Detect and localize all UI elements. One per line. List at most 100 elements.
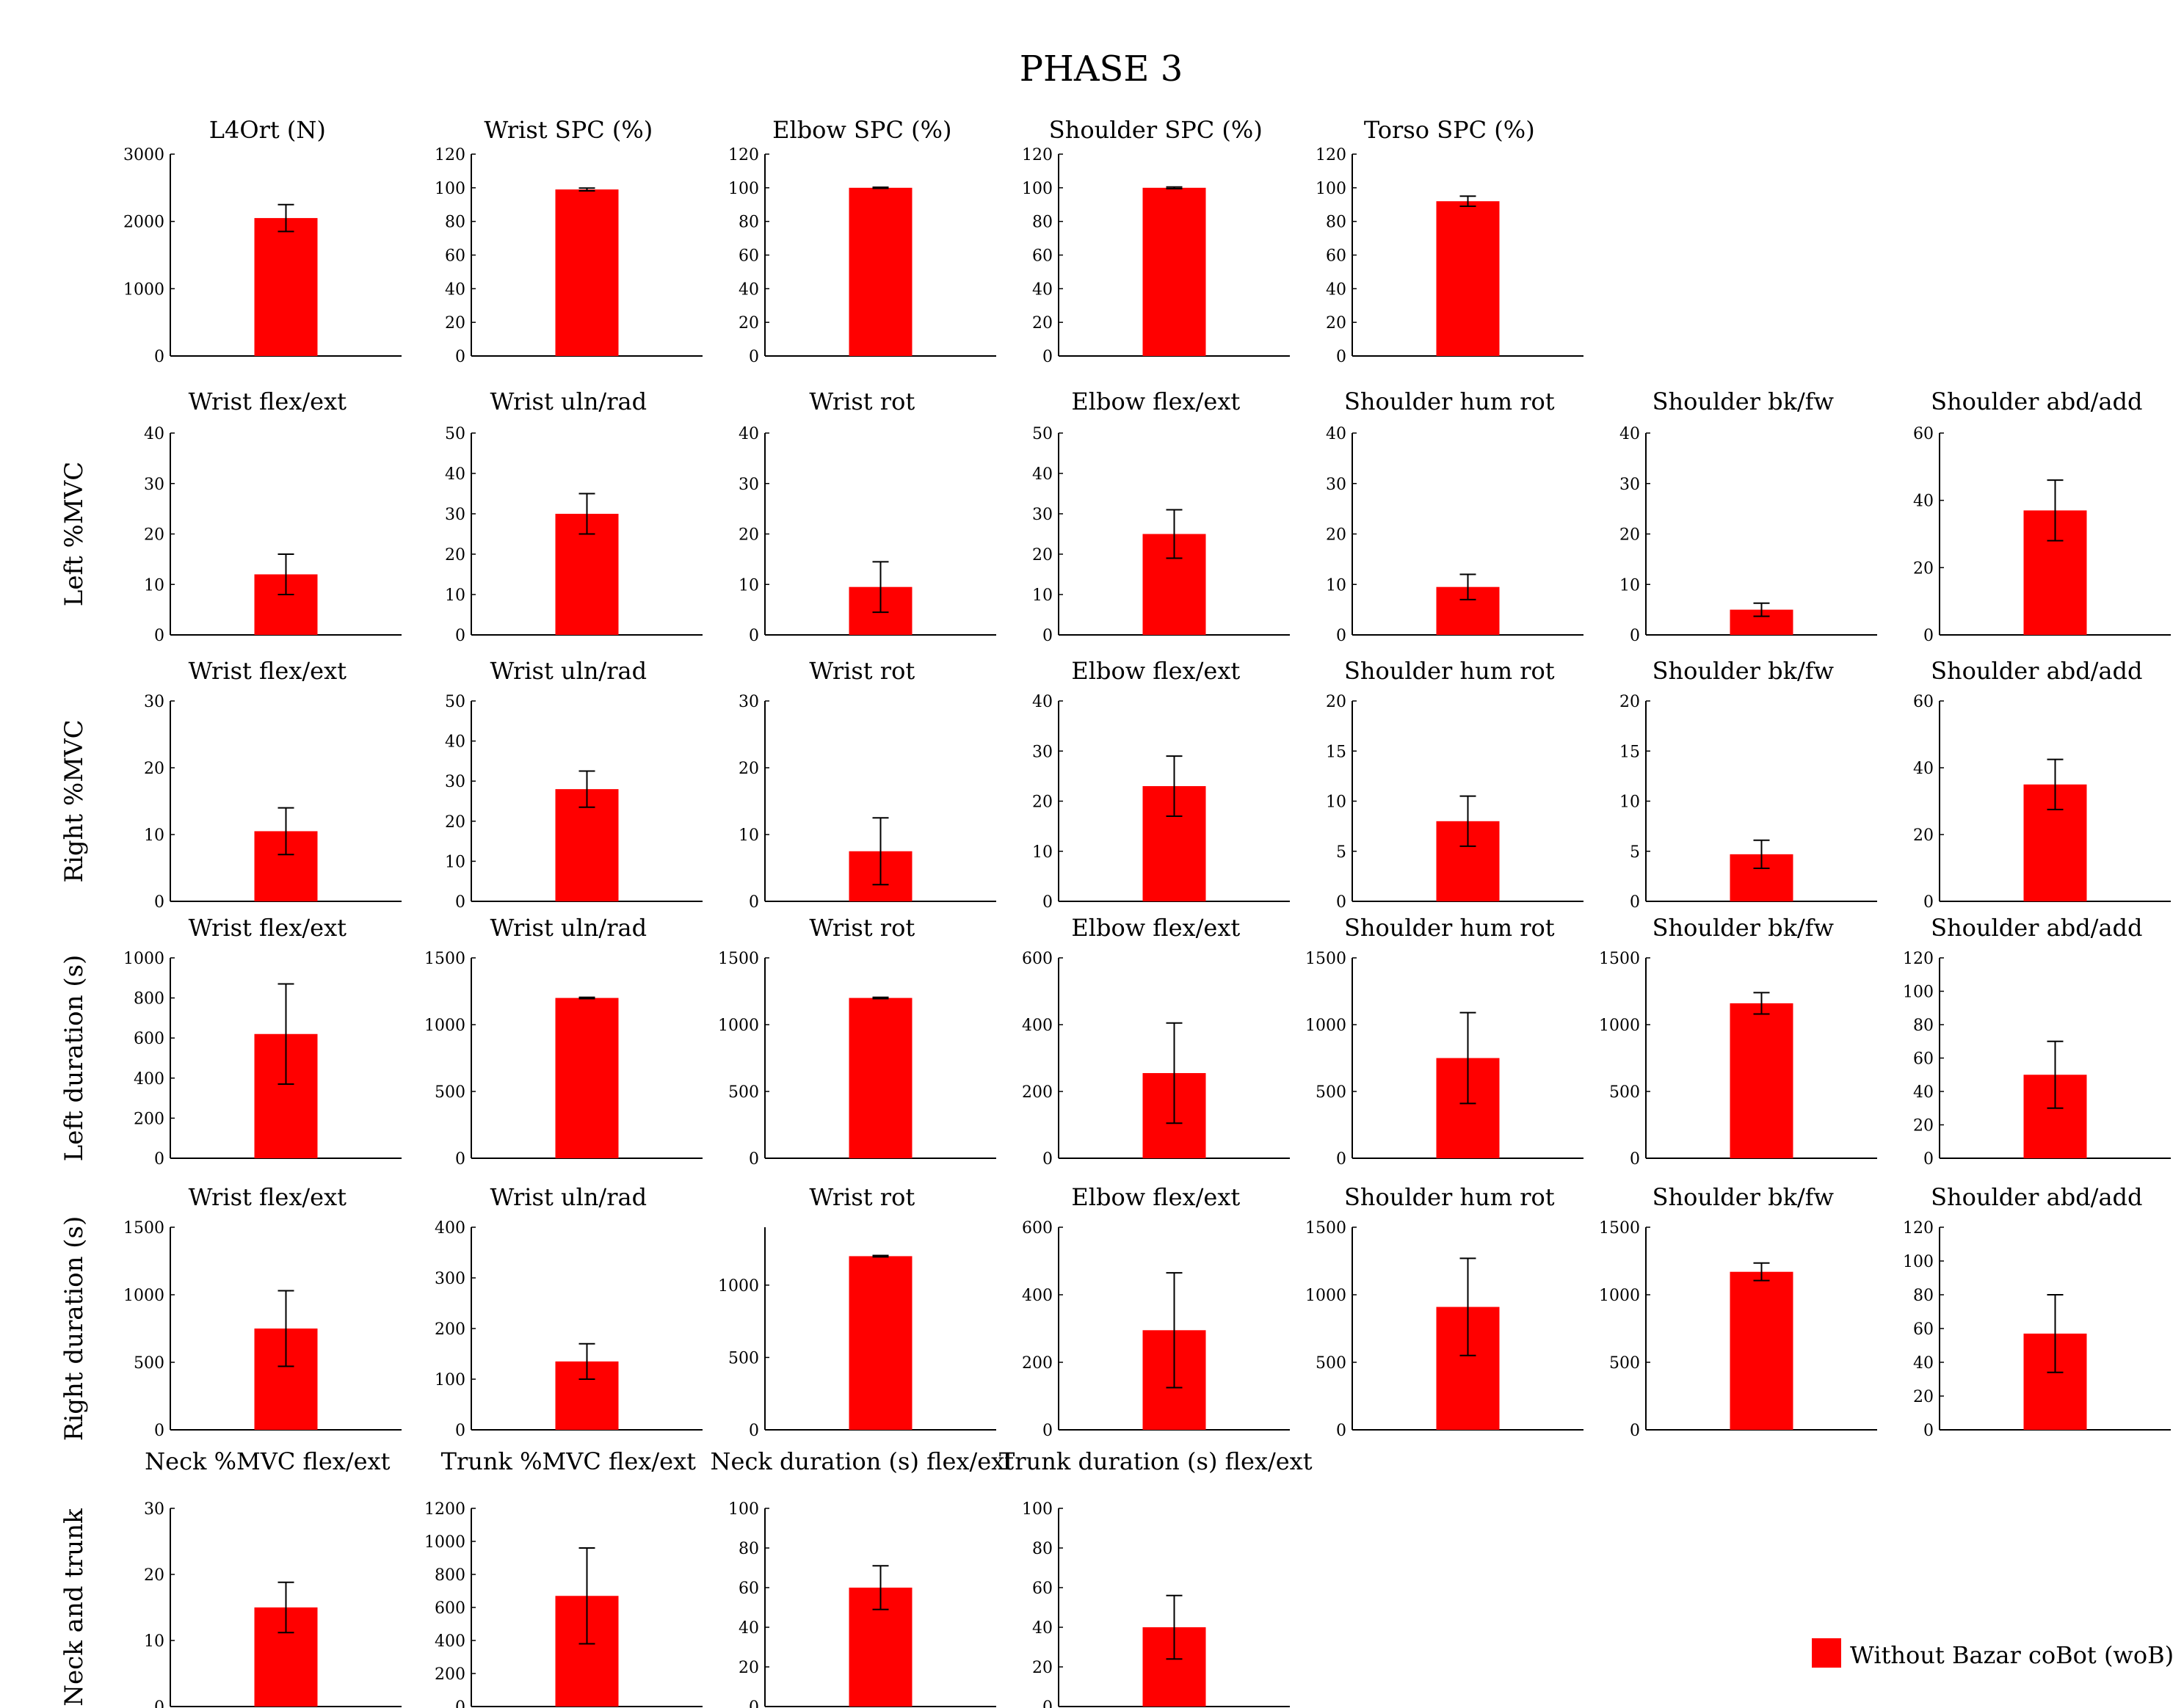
- subplot-2-0: Wrist flex/ext 0 10 20 30: [144, 657, 402, 912]
- subplot-title: Wrist uln/rad: [490, 657, 647, 685]
- y-tick-label: 20: [1913, 559, 1934, 578]
- subplot-title: Shoulder abd/add: [1931, 657, 2142, 685]
- row-labels: Left %MVC Right %MVC Left duration (s) Righ…: [59, 462, 89, 1707]
- bar: [555, 189, 619, 356]
- y-tick-label: 80: [1913, 1287, 1934, 1305]
- y-tick-label: 800: [435, 1566, 465, 1585]
- y-tick-label: 600: [1022, 1219, 1053, 1238]
- y-tick-label: 30: [144, 1500, 164, 1519]
- y-tick-label: 40: [445, 733, 465, 752]
- y-tick-label: 0: [1336, 893, 1346, 912]
- y-tick-label: 200: [134, 1110, 164, 1128]
- y-tick-label: 500: [728, 1349, 759, 1367]
- subplot-title: Neck %MVC flex/ext: [145, 1447, 390, 1475]
- y-tick-label: 10: [144, 576, 164, 595]
- y-tick-label: 100: [1903, 984, 1934, 1002]
- y-tick-label: 0: [749, 893, 759, 912]
- y-tick-label: 20: [1032, 314, 1053, 332]
- subplot-title: Shoulder hum rot: [1344, 388, 1555, 415]
- y-tick-label: 0: [1630, 1150, 1640, 1169]
- subplot-title: L4Ort (N): [209, 116, 326, 144]
- y-tick-label: 120: [1316, 146, 1346, 164]
- y-tick-label: 0: [749, 627, 759, 645]
- y-tick-label: 40: [1032, 1619, 1053, 1638]
- subplot-1-3: Elbow flex/ext 0 10 20 30 40 50: [1032, 388, 1290, 645]
- bar: [555, 997, 619, 1158]
- y-tick-label: 20: [1032, 793, 1053, 812]
- y-tick-label: 20: [445, 546, 465, 564]
- y-tick-label: 10: [739, 826, 759, 845]
- bar: [849, 1256, 913, 1430]
- subplot-0-0: L4Ort (N) 0 1000 2000 3000: [123, 116, 402, 366]
- subplot-2-3: Elbow flex/ext 0 10 20 30 40: [1032, 657, 1290, 912]
- y-tick-label: 10: [1032, 843, 1053, 862]
- subplot-2-6: Shoulder abd/add 0 20 40 60: [1913, 657, 2171, 912]
- row-label: Right %MVC: [59, 719, 89, 882]
- y-tick-label: 40: [445, 280, 465, 299]
- row-label: Neck and trunk: [59, 1508, 89, 1707]
- y-tick-label: 15: [1326, 743, 1346, 761]
- subplot-1-0: Wrist flex/ext 0 10 20 30 40: [144, 388, 402, 645]
- y-tick-label: 40: [1032, 280, 1053, 299]
- subplot-1-1: Wrist uln/rad 0 10 20 30 40 50: [445, 388, 703, 645]
- y-tick-label: 0: [154, 1422, 164, 1440]
- y-tick-label: 20: [1326, 693, 1346, 711]
- y-tick-label: 40: [1032, 693, 1053, 711]
- subplot-title: Shoulder bk/fw: [1652, 657, 1834, 685]
- y-tick-label: 20: [1326, 526, 1346, 545]
- y-tick-label: 0: [1336, 627, 1346, 645]
- subplot-title: Shoulder hum rot: [1344, 914, 1555, 942]
- subplot-3-1: Wrist uln/rad 0 500 1000 1500: [424, 914, 703, 1169]
- y-tick-label: 30: [445, 773, 465, 791]
- y-tick-label: 0: [1042, 893, 1053, 912]
- y-tick-label: 10: [739, 576, 759, 595]
- y-tick-label: 10: [1032, 586, 1053, 605]
- subplot-5-2: Neck duration (s) flex/ext 0 20 40 60 80 100: [711, 1447, 1015, 1708]
- y-tick-label: 0: [154, 893, 164, 912]
- y-tick-label: 0: [154, 1150, 164, 1169]
- y-tick-label: 1200: [424, 1500, 465, 1519]
- y-tick-label: 1500: [718, 950, 759, 968]
- subplot-4-4: Shoulder hum rot 0 500 1000 1500: [1305, 1183, 1583, 1440]
- bar: [1730, 1271, 1793, 1430]
- subplot-1-6: Shoulder abd/add 0 20 40 60: [1913, 388, 2171, 645]
- row-label: Left duration (s): [59, 955, 89, 1162]
- subplot-4-6: Shoulder abd/add 0 20 40 60 80 100 120: [1903, 1183, 2171, 1440]
- subplot-3-2: Wrist rot 0 500 1000 1500: [718, 914, 996, 1169]
- subplot-title: Shoulder hum rot: [1344, 1183, 1555, 1211]
- y-tick-label: 15: [1619, 743, 1640, 761]
- y-tick-label: 1000: [123, 1287, 164, 1305]
- subplot-title: Wrist uln/rad: [490, 1183, 647, 1211]
- bar: [849, 187, 913, 356]
- subplot-title: Wrist rot: [809, 388, 915, 415]
- y-tick-label: 20: [1913, 1117, 1934, 1135]
- y-tick-label: 40: [445, 465, 465, 484]
- y-tick-label: 600: [435, 1599, 465, 1618]
- y-tick-label: 0: [154, 1698, 164, 1708]
- y-tick-label: 200: [1022, 1354, 1053, 1373]
- y-tick-label: 0: [455, 893, 465, 912]
- subplot-title: Shoulder bk/fw: [1652, 388, 1834, 415]
- y-tick-label: 1500: [123, 1219, 164, 1238]
- y-tick-label: 100: [1022, 180, 1053, 198]
- y-tick-label: 20: [739, 526, 759, 545]
- y-tick-label: 80: [1913, 1017, 1934, 1035]
- y-tick-label: 1500: [1305, 1219, 1346, 1238]
- y-tick-label: 3000: [123, 146, 164, 164]
- y-tick-label: 0: [1630, 627, 1640, 645]
- y-tick-label: 20: [739, 314, 759, 332]
- y-tick-label: 5: [1336, 843, 1346, 862]
- y-tick-label: 10: [144, 826, 164, 845]
- y-tick-label: 120: [728, 146, 759, 164]
- y-tick-label: 0: [455, 627, 465, 645]
- y-tick-label: 0: [749, 1698, 759, 1708]
- subplot-title: Elbow flex/ext: [1071, 388, 1240, 415]
- subplot-title: Shoulder abd/add: [1931, 1183, 2142, 1211]
- subplot-title: Wrist flex/ext: [189, 914, 347, 942]
- subplot-2-5: Shoulder bk/fw 0 5 10 15 20: [1619, 657, 1877, 912]
- y-tick-label: 0: [749, 1422, 759, 1440]
- legend-swatch: [1812, 1638, 1841, 1668]
- y-tick-label: 50: [1032, 425, 1053, 443]
- y-tick-label: 1500: [1599, 1219, 1640, 1238]
